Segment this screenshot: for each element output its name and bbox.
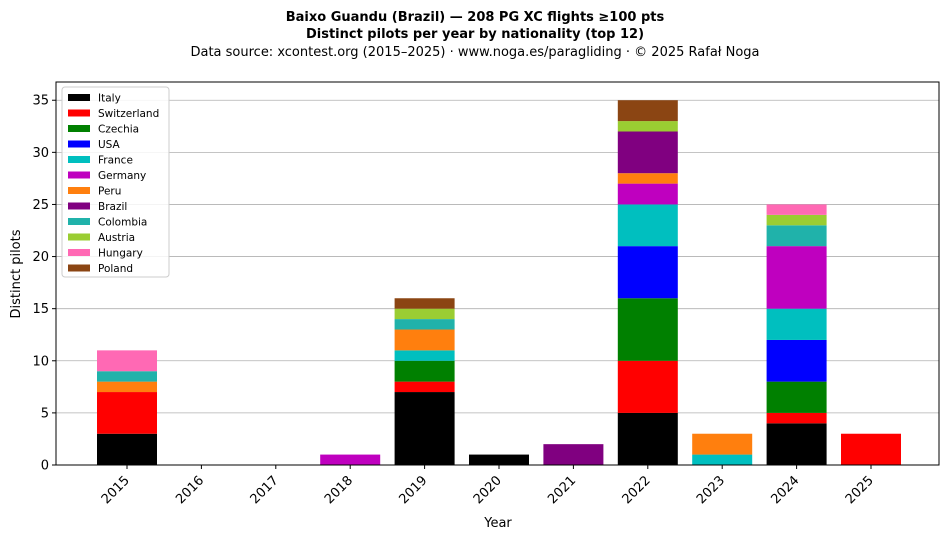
legend: Italy Switzerland Czechia USA France Germany P… <box>61 86 170 278</box>
plot-frame <box>55 81 940 466</box>
x-axis: 2015 2016 2017 2018 2019 2020 2021 2022 2023 2024… <box>99 465 877 507</box>
bar-stacks <box>97 100 901 465</box>
x-tick-label: 2021 <box>545 473 579 507</box>
bar-segment <box>766 381 827 413</box>
legend-swatch <box>68 125 90 132</box>
legend-label: Brazil <box>98 201 127 213</box>
y-tick-label: 15 <box>32 302 49 317</box>
legend-label: Czechia <box>98 124 139 136</box>
legend-swatch <box>68 264 90 272</box>
bar-segment <box>97 350 157 372</box>
legend-label: Hungary <box>98 248 143 260</box>
x-tick-label: 2024 <box>768 473 802 507</box>
bar-segment <box>617 412 678 465</box>
bar-segment <box>766 423 827 465</box>
bar-segment <box>394 392 455 465</box>
bar-segment <box>394 381 455 393</box>
bar-segment <box>617 173 678 184</box>
x-tick-label: 2025 <box>843 473 877 507</box>
x-tick-label: 2020 <box>471 473 505 507</box>
chart-title-line2: Distinct pilots per year by nationality … <box>306 27 644 42</box>
bar-segment <box>394 319 455 330</box>
legend-swatch <box>68 109 90 117</box>
y-axis-label: Distinct pilots <box>9 229 24 318</box>
legend-label: Colombia <box>98 217 147 229</box>
legend-swatch <box>68 156 90 163</box>
bar-segment <box>469 454 529 465</box>
bar-segment <box>766 246 827 309</box>
legend-swatch <box>68 140 90 148</box>
x-tick-label: 2015 <box>99 473 133 507</box>
bar-segment <box>766 412 827 424</box>
bar-segment <box>617 246 678 299</box>
y-tick-label: 5 <box>41 406 49 421</box>
bar-segment <box>394 298 455 309</box>
bar-segment <box>97 392 157 434</box>
legend-swatch <box>68 249 90 256</box>
bar-segment <box>617 183 678 205</box>
bar-segment <box>394 360 455 382</box>
y-tick-label: 10 <box>32 354 49 369</box>
legend-label: USA <box>98 139 121 151</box>
bar-segment <box>617 298 678 361</box>
bar-segment <box>617 360 678 413</box>
y-tick-label: 35 <box>32 94 49 109</box>
bar-segment <box>692 454 753 465</box>
legend-swatch <box>68 187 90 194</box>
bar-segment <box>766 339 827 382</box>
legend-label: Poland <box>98 263 133 275</box>
legend-label: Germany <box>98 170 146 182</box>
legend-swatch <box>68 202 90 210</box>
bar-segment <box>320 454 381 465</box>
x-tick-label: 2018 <box>322 473 356 507</box>
bar-segment <box>617 121 678 132</box>
legend-swatch <box>68 94 90 101</box>
chart-subtitle: Data source: xcontest.org (2015–2025) · … <box>190 45 759 60</box>
x-tick-label: 2019 <box>396 473 430 507</box>
x-tick-label: 2016 <box>173 473 207 507</box>
legend-swatch <box>68 171 90 179</box>
legend-swatch <box>68 233 90 241</box>
legend-label: Peru <box>98 186 121 198</box>
x-tick-label: 2017 <box>248 473 282 507</box>
bar-segment <box>394 350 455 361</box>
y-tick-label: 30 <box>32 146 49 161</box>
bar-segment <box>394 329 455 351</box>
y-axis: 0 5 10 15 20 25 30 35 <box>32 94 56 474</box>
bar-segment <box>766 308 827 340</box>
x-axis-label: Year <box>483 516 512 531</box>
legend-box <box>61 86 170 278</box>
y-gridlines <box>56 99 939 414</box>
legend-label: Switzerland <box>98 108 159 120</box>
bar-segment <box>692 433 753 455</box>
bar-segment <box>97 381 157 393</box>
x-tick-label: 2022 <box>620 473 654 507</box>
y-tick-label: 0 <box>41 459 49 474</box>
bar-segment <box>543 444 604 465</box>
x-tick-label: 2023 <box>694 473 728 507</box>
bar-segment <box>97 371 157 382</box>
bar-segment <box>394 308 455 320</box>
legend-label: Italy <box>98 93 121 105</box>
bar-segment <box>841 433 901 465</box>
bar-segment <box>617 100 678 122</box>
legend-label: Austria <box>98 232 135 244</box>
legend-swatch <box>68 218 90 225</box>
bar-segment <box>617 131 678 174</box>
legend-label: France <box>98 155 133 167</box>
bar-segment <box>766 204 827 215</box>
y-tick-label: 25 <box>32 198 49 213</box>
bar-segment <box>617 204 678 247</box>
bar-segment <box>97 433 157 465</box>
y-tick-label: 20 <box>32 250 49 265</box>
chart-title-line1: Baixo Guandu (Brazil) — 208 PG XC flight… <box>286 10 665 25</box>
bar-segment <box>766 214 827 226</box>
bar-segment <box>766 225 827 247</box>
